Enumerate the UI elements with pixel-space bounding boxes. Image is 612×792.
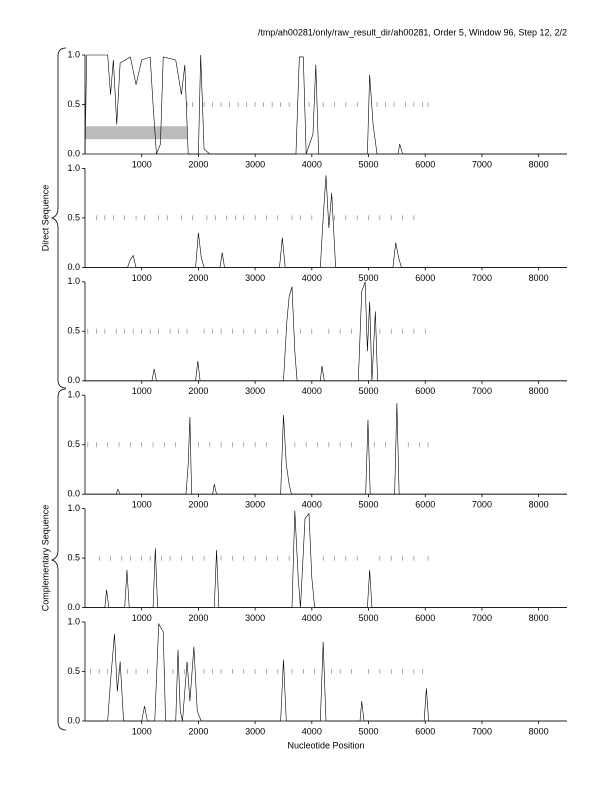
x-tick-label: 6000: [415, 613, 435, 623]
x-tick-label: 1000: [132, 726, 152, 736]
y-tick-label: 0.0: [67, 715, 80, 725]
x-tick-label: 1000: [132, 386, 152, 396]
data-line: [85, 403, 567, 495]
y-tick-label: 1.0: [67, 390, 80, 400]
y-tick-label: 0.0: [67, 375, 80, 385]
x-axis-label: Nucleotide Position: [287, 740, 364, 750]
data-line: [85, 175, 567, 268]
x-tick-label: 1000: [132, 500, 152, 510]
x-tick-label: 8000: [529, 726, 549, 736]
x-tick-label: 2000: [188, 386, 208, 396]
x-tick-label: 3000: [245, 613, 265, 623]
y-tick-label: 0.5: [67, 439, 80, 449]
x-tick-label: 4000: [302, 500, 322, 510]
x-tick-label: 2000: [188, 273, 208, 283]
data-line: [85, 622, 567, 722]
x-tick-label: 7000: [472, 386, 492, 396]
x-tick-label: 3000: [245, 726, 265, 736]
data-line: [85, 510, 567, 608]
x-tick-label: 6000: [415, 386, 435, 396]
y-tick-label: 0.5: [67, 666, 80, 676]
x-tick-label: 7000: [472, 159, 492, 169]
y-tick-label: 0.5: [67, 326, 80, 336]
x-tick-label: 7000: [472, 273, 492, 283]
x-tick-label: 5000: [359, 613, 379, 623]
x-tick-label: 5000: [359, 159, 379, 169]
group-brace: [50, 388, 67, 731]
group-label: Direct Sequence: [40, 185, 50, 252]
x-tick-label: 6000: [415, 159, 435, 169]
group-label: Complementary Sequence: [40, 505, 50, 612]
y-tick-label: 0.0: [67, 262, 80, 272]
y-tick-label: 0.0: [67, 602, 80, 612]
x-tick-label: 1000: [132, 159, 152, 169]
x-tick-label: 5000: [359, 273, 379, 283]
x-tick-label: 7000: [472, 726, 492, 736]
x-tick-label: 3000: [245, 273, 265, 283]
x-tick-label: 1000: [132, 273, 152, 283]
x-tick-label: 8000: [529, 386, 549, 396]
y-tick-label: 0.5: [67, 99, 80, 109]
x-tick-label: 3000: [245, 159, 265, 169]
x-tick-label: 7000: [472, 500, 492, 510]
x-tick-label: 2000: [188, 726, 208, 736]
x-tick-label: 4000: [302, 726, 322, 736]
x-tick-label: 4000: [302, 273, 322, 283]
x-tick-label: 4000: [302, 386, 322, 396]
x-tick-label: 5000: [359, 500, 379, 510]
y-tick-label: 1.0: [67, 163, 80, 173]
x-tick-label: 8000: [529, 613, 549, 623]
shaded-region: [85, 126, 188, 140]
y-tick-label: 0.0: [67, 489, 80, 499]
x-tick-label: 8000: [529, 273, 549, 283]
x-tick-label: 8000: [529, 159, 549, 169]
x-tick-label: 3000: [245, 500, 265, 510]
x-tick-label: 2000: [188, 500, 208, 510]
x-tick-label: 5000: [359, 726, 379, 736]
y-tick-label: 1.0: [67, 503, 80, 513]
group-brace: [50, 47, 67, 389]
x-tick-label: 5000: [359, 386, 379, 396]
x-tick-label: 8000: [529, 500, 549, 510]
y-tick-label: 0.0: [67, 148, 80, 158]
data-line: [84, 54, 567, 155]
x-tick-label: 6000: [415, 500, 435, 510]
x-tick-label: 7000: [472, 613, 492, 623]
y-tick-label: 1.0: [67, 276, 80, 286]
y-tick-label: 0.5: [67, 212, 80, 222]
x-tick-label: 2000: [188, 159, 208, 169]
x-tick-label: 4000: [302, 613, 322, 623]
data-line: [85, 281, 567, 382]
x-tick-label: 4000: [302, 159, 322, 169]
y-tick-label: 1.0: [67, 49, 80, 59]
page-title: /tmp/ah00281/only/raw_result_dir/ah00281…: [258, 27, 567, 37]
x-tick-label: 6000: [415, 726, 435, 736]
x-tick-label: 6000: [415, 273, 435, 283]
x-tick-label: 2000: [188, 613, 208, 623]
x-tick-label: 3000: [245, 386, 265, 396]
y-tick-label: 0.5: [67, 552, 80, 562]
x-tick-label: 1000: [132, 613, 152, 623]
y-tick-label: 1.0: [67, 616, 80, 626]
